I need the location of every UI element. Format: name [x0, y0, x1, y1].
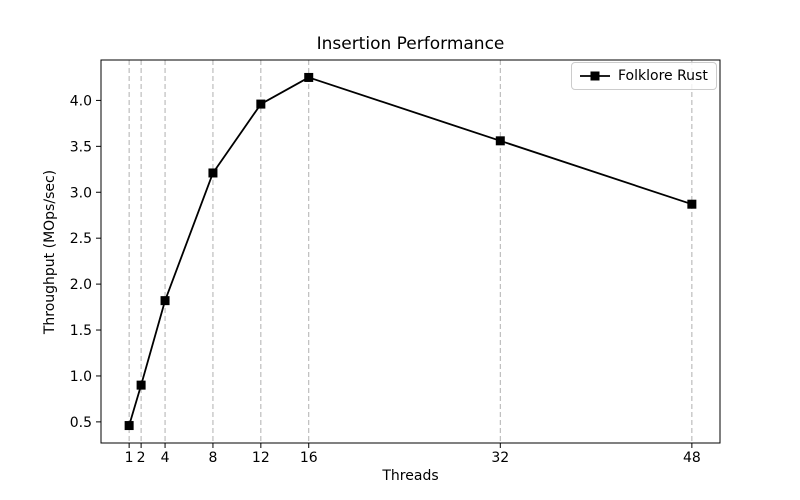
x-tick-label-8: 8 [208, 450, 217, 466]
data-marker-x16 [304, 72, 314, 82]
x-tick-label-2: 2 [137, 450, 146, 466]
y-tick-label-1: 1.0 [70, 369, 92, 385]
data-marker-x4 [160, 296, 170, 306]
y-tick-label-0.5: 0.5 [70, 415, 92, 431]
data-marker-x48 [687, 199, 697, 209]
y-tick-label-3: 3.0 [70, 185, 92, 201]
x-tick-label-12: 12 [252, 450, 270, 466]
x-tick-label-32: 32 [491, 450, 509, 466]
x-tick-label-48: 48 [683, 450, 701, 466]
legend-line-marker-icon [580, 71, 610, 81]
y-tick-label-4: 4.0 [70, 93, 92, 109]
data-marker-x8 [208, 168, 218, 178]
y-tick-label-2: 2.0 [70, 277, 92, 293]
legend-label: Folklore Rust [618, 68, 708, 84]
legend: Folklore Rust [571, 62, 717, 90]
chart-title: Insertion Performance [316, 34, 505, 54]
x-axis-label: Threads [382, 468, 439, 484]
legend-square-marker-icon [590, 71, 600, 81]
axes-border [100, 59, 721, 444]
x-tick-label-4: 4 [161, 450, 170, 466]
x-tick-label-1: 1 [125, 450, 134, 466]
y-axis-label: Throughput (MOps/sec) [42, 169, 58, 335]
data-line-folklore-rust [128, 76, 693, 426]
x-tick-label-16: 16 [300, 450, 318, 466]
data-marker-x1 [124, 421, 134, 431]
data-marker-x12 [256, 99, 266, 109]
data-marker-x2 [136, 380, 146, 390]
y-tick-label-3.5: 3.5 [70, 139, 92, 155]
data-marker-x32 [495, 136, 505, 146]
y-tick-label-1.5: 1.5 [70, 323, 92, 339]
y-tick-label-2.5: 2.5 [70, 231, 92, 247]
